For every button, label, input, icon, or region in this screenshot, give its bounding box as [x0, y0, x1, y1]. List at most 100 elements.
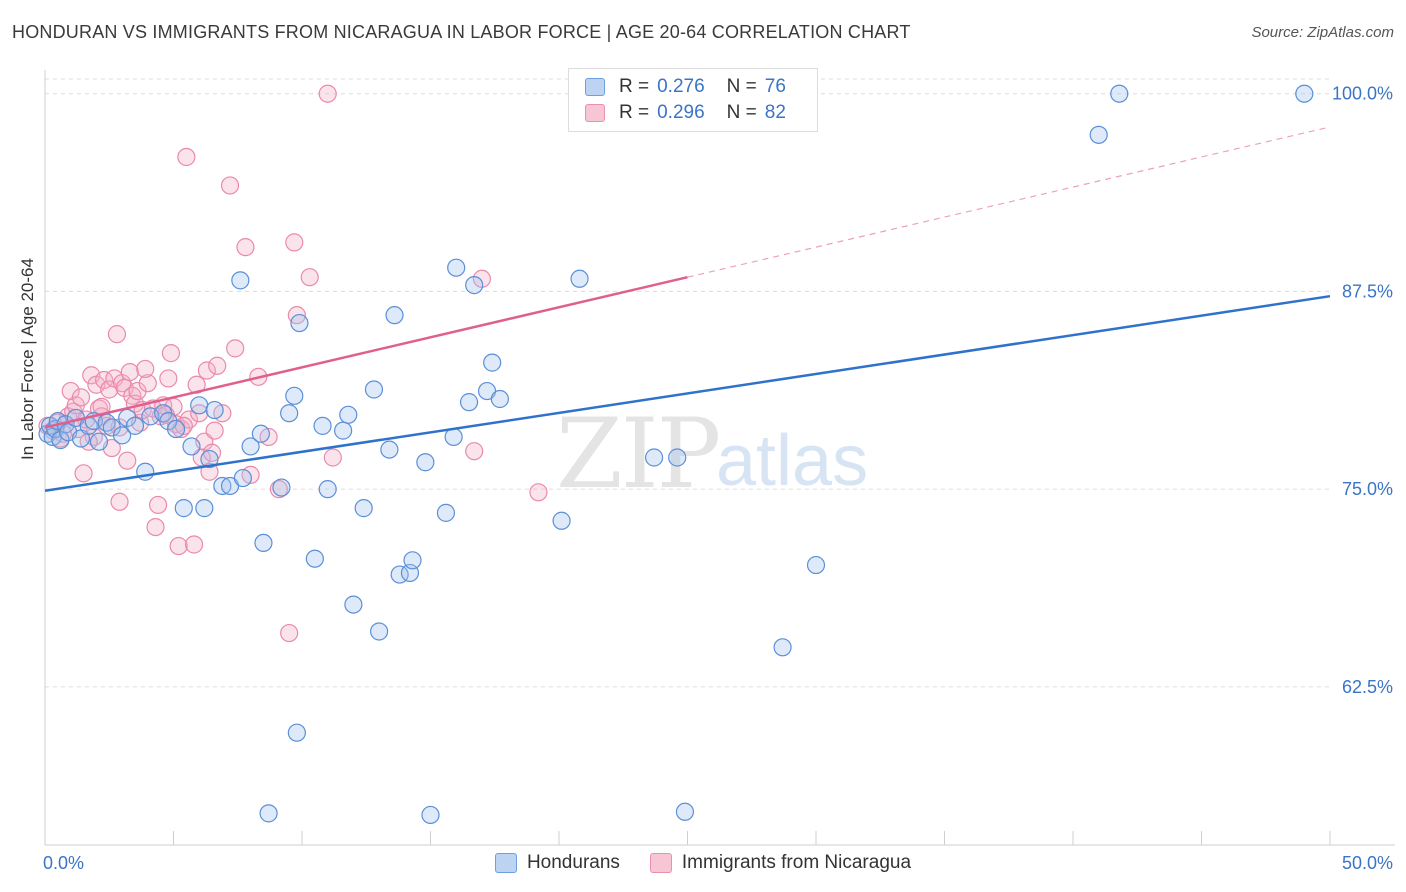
data-point-hondurans [447, 258, 466, 277]
data-point-nicaragua [148, 495, 168, 515]
data-point-hondurans [1110, 84, 1129, 103]
data-point-nicaragua [169, 536, 188, 556]
legend-r-value: 0.276 [657, 76, 705, 97]
data-point-nicaragua [61, 381, 80, 401]
trend-line-hondurans [44, 294, 1331, 492]
data-point-hondurans [644, 448, 664, 467]
data-point-hondurans [403, 551, 422, 570]
y-tick-label: 62.5% [1342, 677, 1393, 697]
data-point-hondurans [205, 400, 224, 420]
data-point-hondurans [570, 269, 589, 288]
data-point-hondurans [370, 622, 389, 641]
data-point-hondurans [675, 802, 695, 821]
data-point-hondurans [213, 476, 232, 496]
data-point-hondurans [200, 449, 219, 469]
data-point-nicaragua [118, 451, 137, 470]
legend-n-value: 76 [764, 76, 786, 97]
data-point-hondurans [305, 549, 324, 568]
data-point-nicaragua [71, 388, 91, 407]
y-tick-label: 87.5% [1342, 281, 1393, 301]
data-point-hondurans [1089, 125, 1108, 144]
legend-swatch-pink [585, 104, 605, 122]
data-point-hondurans [385, 306, 404, 325]
x-tick-label: 50.0% [1342, 853, 1393, 873]
legend-n-label: N = [726, 76, 757, 97]
data-point-nicaragua [323, 448, 342, 467]
data-point-hondurans [251, 424, 270, 443]
trend-line-nicaragua [44, 275, 688, 429]
data-point-hondurans [280, 404, 299, 423]
data-point-nicaragua [120, 362, 139, 382]
data-point-hondurans [290, 313, 309, 333]
data-point-hondurans [285, 386, 304, 405]
legend-swatch-nicaragua [649, 853, 672, 873]
data-point-hondurans [195, 499, 214, 518]
data-point-hondurans [344, 595, 363, 614]
data-point-nicaragua [280, 623, 299, 643]
data-point-nicaragua [300, 268, 319, 287]
data-point-nicaragua [197, 361, 217, 380]
x-tick-label: 0.0% [43, 853, 84, 873]
series-hondurans-points [38, 84, 1314, 825]
data-point-hondurans [241, 437, 260, 456]
legend-n-value: 82 [764, 102, 786, 123]
data-point-hondurans [380, 440, 399, 459]
legend-row-nicaragua: R = 0.296 N = 82 [585, 100, 786, 126]
data-point-hondurans [313, 416, 332, 435]
watermark-atlas: atlas [716, 421, 869, 501]
trend-line-nicaragua-extension [687, 126, 1331, 278]
legend-r-label: R = [619, 76, 650, 97]
data-point-nicaragua [465, 442, 484, 461]
data-point-nicaragua [161, 344, 181, 363]
data-point-hondurans [552, 511, 571, 530]
data-point-nicaragua [208, 356, 227, 375]
data-point-hondurans [89, 432, 109, 451]
data-point-hondurans [490, 389, 509, 409]
data-point-nicaragua [529, 483, 548, 502]
data-point-nicaragua [146, 517, 165, 537]
data-point-hondurans [231, 271, 250, 290]
data-point-hondurans [190, 396, 209, 415]
data-point-hondurans [806, 555, 826, 575]
source-label: Source: ZipAtlas.com [1251, 24, 1394, 41]
data-point-nicaragua [236, 238, 255, 257]
data-point-hondurans [259, 804, 278, 823]
legend-r-label: R = [619, 102, 650, 123]
legend-label-hondurans: Hondurans [526, 852, 620, 873]
data-point-nicaragua [184, 535, 204, 554]
data-point-nicaragua [110, 492, 129, 511]
data-point-hondurans [174, 499, 193, 518]
data-point-hondurans [1295, 84, 1314, 103]
watermark-zip: ZIP [556, 398, 721, 510]
data-point-nicaragua [318, 84, 337, 103]
y-tick-label: 100.0% [1332, 84, 1393, 104]
data-point-hondurans [339, 405, 358, 424]
legend-swatch-blue [585, 78, 605, 96]
legend-item-hondurans[interactable]: Hondurans [494, 852, 620, 874]
data-point-hondurans [287, 723, 306, 742]
data-point-nicaragua [107, 325, 127, 344]
data-point-hondurans [112, 426, 132, 445]
data-point-hondurans [354, 499, 373, 518]
data-point-nicaragua [74, 464, 93, 483]
legend-n-label: N = [726, 102, 757, 123]
y-tick-label: 75.0% [1342, 479, 1393, 499]
data-point-hondurans [254, 533, 273, 553]
data-point-nicaragua [159, 369, 178, 388]
legend-r-value: 0.296 [657, 102, 705, 123]
data-point-hondurans [182, 437, 201, 456]
data-point-hondurans [459, 393, 479, 412]
y-axis-label: In Labor Force | Age 20-64 [18, 258, 37, 460]
axes [44, 70, 1395, 846]
legend-item-nicaragua[interactable]: Immigrants from Nicaragua [649, 852, 911, 874]
legend-swatch-hondurans [494, 853, 517, 873]
data-point-nicaragua [285, 233, 304, 252]
data-point-hondurans [272, 478, 291, 497]
chart-title: HONDURAN VS IMMIGRANTS FROM NICARAGUA IN… [12, 22, 911, 42]
data-point-nicaragua [136, 359, 155, 379]
data-point-hondurans [773, 638, 792, 657]
series-legend: Hondurans Immigrants from Nicaragua [0, 852, 1406, 874]
data-point-hondurans [668, 448, 687, 467]
data-point-nicaragua [205, 421, 224, 440]
